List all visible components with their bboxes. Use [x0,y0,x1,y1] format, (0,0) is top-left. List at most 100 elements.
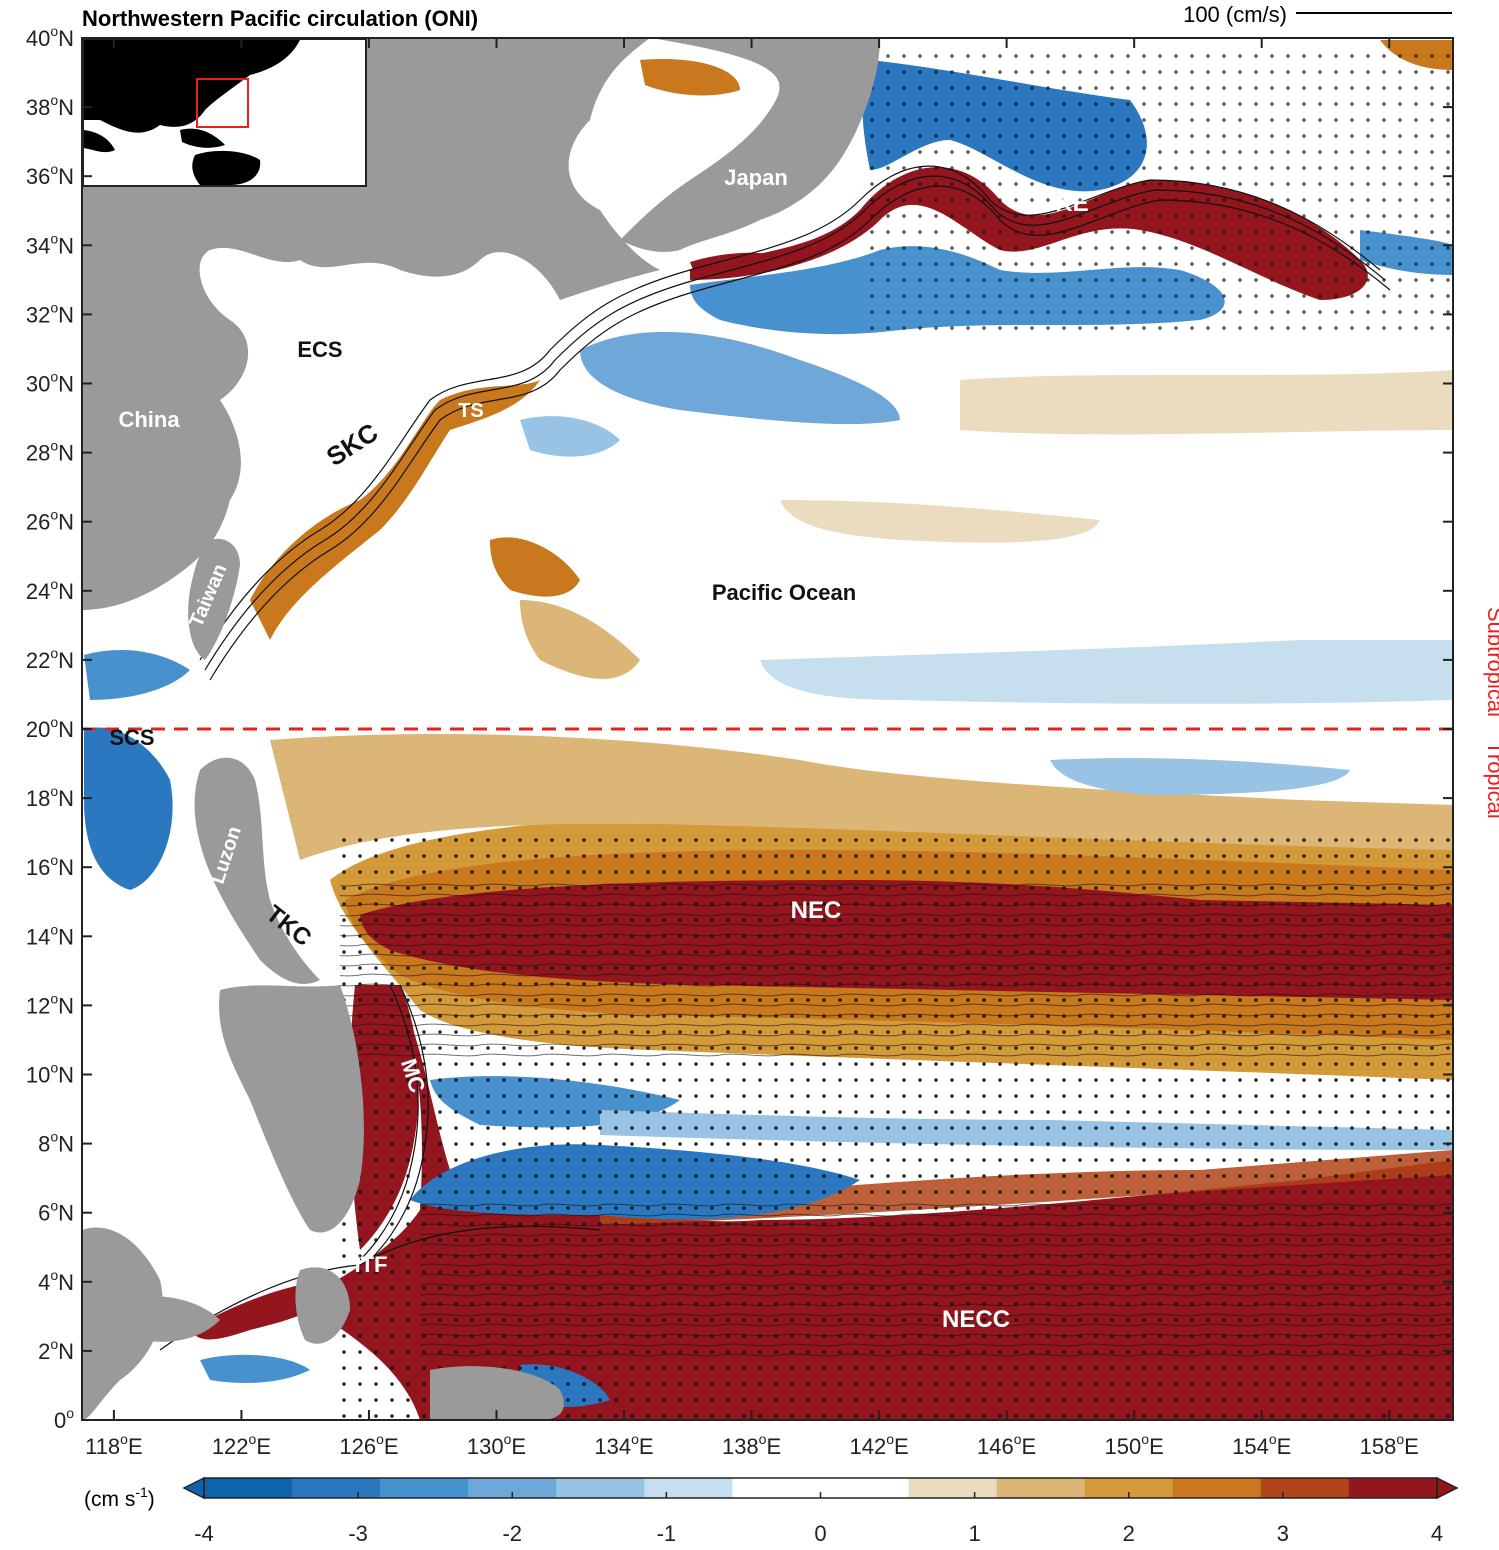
skc-positive-strip [250,380,540,640]
lat-tick-label: 12oN [26,990,74,1018]
lon-tick-label: 158oE [1360,1431,1419,1459]
lon-tick-degree-symbol: o [504,1431,512,1447]
lat-tick-hemisphere: N [58,648,74,673]
lat-tick-hemisphere: N [58,924,74,949]
lon-tick-degree-symbol: o [631,1431,639,1447]
lat-tick-degree-symbol: o [50,1198,58,1214]
lon-tick-degree: 122 [212,1434,249,1459]
label-nec: NEC [791,897,842,924]
lon-tick-hemisphere: E [894,1434,909,1459]
lon-tick-degree: 158 [1360,1434,1397,1459]
lat-tick-hemisphere: N [58,1063,74,1088]
necc-streamlines [420,1200,1453,1360]
lat-tick-degree: 10 [26,1063,50,1088]
land-luzon [194,757,320,984]
lat-tick-hemisphere: N [58,441,74,466]
colorbar-tick-label: 2 [1123,1521,1135,1546]
colorbar-tick-label: 0 [814,1521,826,1546]
subtropical-positive-patch [490,537,580,597]
lon-tick-label: 146oE [977,1431,1036,1459]
lat-tick-hemisphere: N [58,993,74,1018]
lat-tick-degree-symbol: o [50,990,58,1006]
lon-tick-hemisphere: E [1404,1434,1419,1459]
label-ke: KE [1055,190,1088,217]
subtropical-negative-patch [580,331,900,425]
colorbar-cell [996,1478,1086,1498]
lat-tick-degree-symbol: o [50,783,58,799]
lon-tick-label: 126oE [339,1431,398,1459]
land-japan [620,38,880,252]
lat-tick-degree-symbol: o [50,92,58,108]
colorbar-units-close: ) [148,1488,155,1511]
scs-negative-patch-2 [84,650,190,700]
inset-study-area-box [196,78,249,128]
latitude-axis: 0o2oN4oN6oN8oN10oN12oN14oN16oN18oN20oN22… [26,23,1453,1433]
land-sulawesi [119,1296,220,1342]
subtropical-negative-patch-3 [760,640,1453,704]
colorbar-tick-label: -1 [657,1521,677,1546]
lat-tick-hemisphere: N [58,1339,74,1364]
lat-tick-label: 10oN [26,1060,74,1088]
colorbar-cell [1260,1478,1350,1498]
subtropical-positive-patch-3 [960,370,1453,435]
lat-tick-degree-symbol: o [50,852,58,868]
lat-tick-label: 26oN [26,507,74,535]
colorbar-cell [1172,1478,1262,1498]
lat-tick-label: 8oN [38,1129,74,1157]
lon-tick-degree: 130 [467,1434,504,1459]
lon-tick-degree: 146 [977,1434,1014,1459]
lat-tick-degree: 16 [26,855,50,880]
lon-tick-hemisphere: E [1022,1434,1037,1459]
lat-tick-degree-symbol: o [50,714,58,730]
lat-tick-degree: 8 [38,1132,50,1157]
lon-tick-degree: 142 [849,1434,886,1459]
lat-tick-degree-symbol: o [50,299,58,315]
lon-tick-label: 142oE [849,1431,908,1459]
lat-tick-hemisphere: N [58,372,74,397]
lat-tick-hemisphere: N [58,302,74,327]
label-ts: TS [458,400,484,422]
lon-tick-degree-symbol: o [886,1431,894,1447]
lat-tick-degree: 22 [26,648,50,673]
lon-tick-label: 138oE [722,1431,781,1459]
lat-tick-hemisphere: N [58,95,74,120]
label-itf: ITF [355,1252,388,1277]
lat-tick-label: 20oN [26,714,74,742]
lat-tick-label: 28oN [26,438,74,466]
lat-tick-hemisphere: N [58,717,74,742]
land-indonesia [82,1227,163,1420]
lat-tick-label: 24oN [26,576,74,604]
lat-tick-degree: 0 [54,1408,66,1433]
lon-tick-label: 150oE [1105,1431,1164,1459]
colorbar-cell [380,1478,469,1498]
colorbar-cells [182,1476,1459,1500]
lat-tick-hemisphere: N [58,1132,74,1157]
kuroshio-streamlines [159,165,1391,1351]
inset-land-2 [180,128,225,148]
nec-northern-band [270,734,1453,860]
tropical-negative-patch [1050,758,1350,795]
lon-tick-hemisphere: E [511,1434,526,1459]
lon-tick-degree: 154 [1232,1434,1269,1459]
scs-negative-patch [84,727,173,890]
subtropical-negative-patch-2 [520,416,620,457]
lat-tick-hemisphere: N [58,164,74,189]
colorbar: (cm s-1) -4 -3 -2 -1 0 1 2 3 4 [84,1476,1459,1546]
lon-tick-hemisphere: E [1277,1434,1292,1459]
lat-tick-degree-symbol: o [50,645,58,661]
lat-tick-degree-symbol: o [66,1405,74,1421]
lon-tick-degree-symbol: o [1269,1431,1277,1447]
lat-tick-degree-symbol: o [50,438,58,454]
lon-tick-degree: 150 [1105,1434,1142,1459]
lat-tick-degree-symbol: o [50,921,58,937]
label-ecs: ECS [297,337,342,362]
lat-tick-degree-symbol: o [50,161,58,177]
lat-tick-degree: 12 [26,993,50,1018]
lat-tick-label: 6oN [38,1198,74,1226]
lat-tick-degree-symbol: o [50,1060,58,1076]
colorbar-max-arrow [1436,1476,1459,1500]
inset-map [82,38,367,187]
lat-tick-degree: 18 [26,786,50,811]
lat-tick-label: 32oN [26,299,74,327]
lon-tick-degree-symbol: o [1014,1431,1022,1447]
